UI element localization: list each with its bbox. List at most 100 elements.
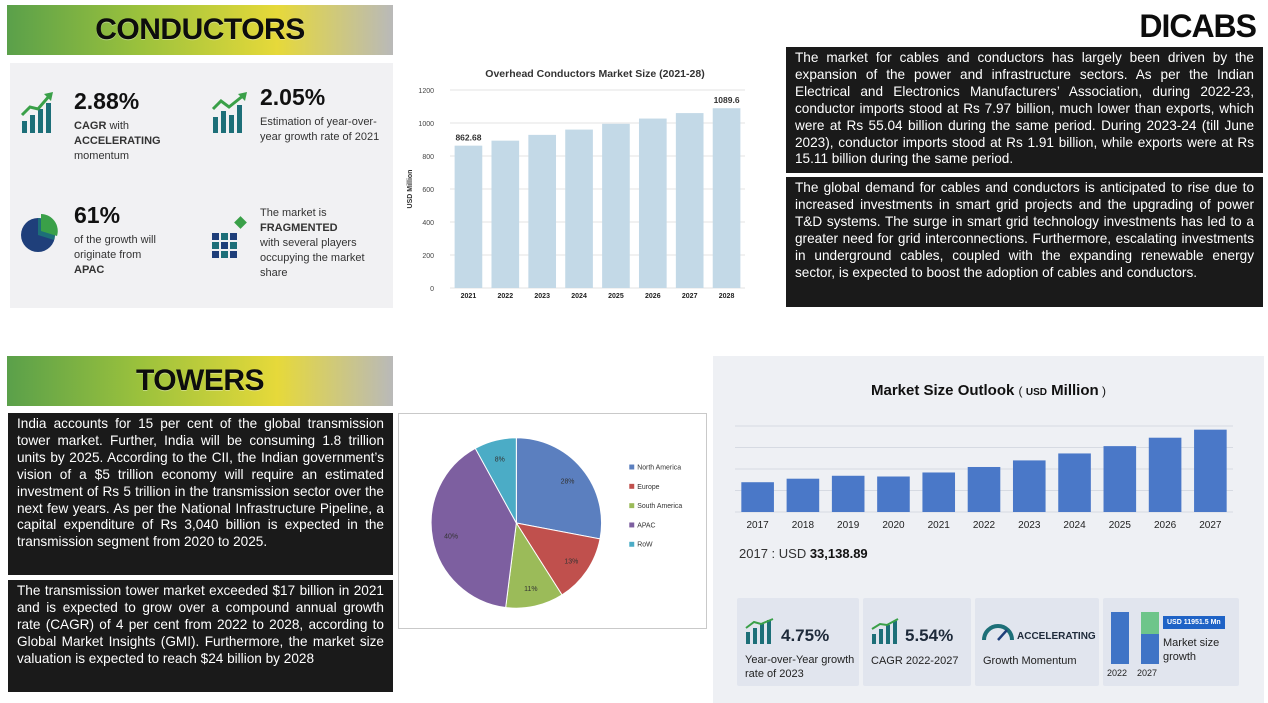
x-tick-label: 2022 <box>498 293 514 300</box>
bar <box>638 118 667 288</box>
growth-chart-icon <box>871 618 899 644</box>
legend-swatch <box>629 541 635 547</box>
bar <box>602 123 630 288</box>
mini-bar-2027-growth <box>1141 612 1159 634</box>
stat-cagr-text: CAGR with ACCELERATING momentum <box>74 120 161 162</box>
x-tick-label: 2025 <box>1109 520 1132 531</box>
stat-fragmented-text: The market is FRAGMENTED with several play… <box>260 207 365 279</box>
towers-paragraph-2: The transmission tower market exceeded $… <box>8 580 393 692</box>
y-tick-label: 400 <box>422 220 434 227</box>
towers-title: TOWERS <box>135 364 265 397</box>
card-cagr-value: 5.54% <box>905 626 954 645</box>
card-momentum-label: Growth Momentum <box>983 655 1077 667</box>
growth-badge: USD 11951.5 Mn <box>1163 616 1225 629</box>
conductors-stats-panel: 2.88% CAGR with ACCELERATING momentum 2.… <box>10 63 393 308</box>
pie-slice <box>474 437 517 524</box>
slice-label: 13% <box>564 558 578 565</box>
x-tick-label: 2023 <box>1018 520 1041 531</box>
card-market-growth: USD 11951.5 Mn 2022 2027 Market size gro… <box>1103 598 1239 686</box>
stat-fragmented <box>210 215 250 264</box>
x-tick-label: 2026 <box>1154 520 1177 531</box>
bar <box>922 472 956 512</box>
legend-label: RoW <box>637 542 653 549</box>
pie-slice <box>515 522 601 596</box>
card-cagr-label: CAGR 2022-2027 <box>871 655 959 667</box>
blocks-icon <box>212 216 247 258</box>
legend-label: North America <box>637 464 681 471</box>
legend-label: APAC <box>637 522 655 529</box>
x-tick-label: 2019 <box>837 520 860 531</box>
y-tick-label: 1200 <box>418 88 434 95</box>
x-tick-label: 2021 <box>928 520 951 531</box>
x-tick-label: 2020 <box>882 520 905 531</box>
data-label: 1089.6 <box>714 95 740 105</box>
bar <box>1194 429 1227 512</box>
x-tick-label: 2027 <box>1199 520 1222 531</box>
conductors-title: CONDUCTORS <box>95 13 305 46</box>
bar <box>741 482 774 512</box>
base-year-value: 2017 : USD 33,138.89 <box>739 546 868 561</box>
towers-paragraph-1: India accounts for 15 per cent of the gl… <box>8 413 393 575</box>
x-tick-label: 2021 <box>461 293 477 300</box>
y-tick-label: 600 <box>422 187 434 194</box>
x-tick-label: 2025 <box>608 293 624 300</box>
x-tick-label: 2018 <box>792 520 815 531</box>
x-tick-label: 2017 <box>747 520 770 531</box>
legend-label: South America <box>637 503 682 510</box>
tower-region-pie-chart: 28% 13% 11% 40% 8% North America Europe South A… <box>398 413 707 629</box>
slice-label: 8% <box>495 457 505 464</box>
chart-title: Overhead Conductors Market Size (2021-28… <box>485 68 704 80</box>
dicabs-logo: DICABS <box>1139 8 1257 44</box>
slice-label: 28% <box>561 479 575 486</box>
conductors-paragraph-2: The global demand for cables and conduct… <box>786 177 1263 307</box>
card-yoy: 4.75% Year-over-Year growth rate of 2023 <box>737 598 859 686</box>
mini-bar-2022 <box>1111 612 1129 664</box>
bar <box>565 129 593 288</box>
bar <box>1148 437 1182 512</box>
x-tick-label: 2024 <box>571 293 587 300</box>
stat-apac-text: of the growth will originate from APAC <box>74 234 156 276</box>
mini-bar-2027-base <box>1141 634 1159 664</box>
x-tick-label: 2024 <box>1063 520 1086 531</box>
growth-chart-icon <box>745 618 774 644</box>
legend-swatch <box>629 464 635 470</box>
legend-swatch <box>629 522 635 528</box>
x-tick-label: 2027 <box>682 293 698 300</box>
outlook-title: Market Size Outlook ( USD Million ) <box>870 382 1107 399</box>
stat-cagr <box>20 91 56 140</box>
growth-chart-icon <box>211 92 247 133</box>
x-tick-label: 2023 <box>534 293 550 300</box>
bar <box>1058 453 1091 512</box>
y-tick-label: 1000 <box>418 121 434 128</box>
slice-label: 11% <box>524 586 537 593</box>
x-tick-label: 2028 <box>719 293 735 300</box>
growth-chart-icon <box>20 92 53 133</box>
market-size-outlook-chart: 2017 2018 2019 2020 2021 2022 2023 2024 2025 2026… <box>735 425 1233 531</box>
market-size-outlook-panel: Market Size Outlook ( USD Million ) 2017… <box>713 356 1264 703</box>
bar <box>491 140 520 288</box>
legend-label: Europe <box>637 484 659 491</box>
bar <box>675 113 704 288</box>
y-tick-label: 0 <box>430 286 434 293</box>
stat-apac <box>20 213 58 260</box>
bar <box>877 476 910 512</box>
bar <box>712 108 741 288</box>
data-label: 862.68 <box>455 133 481 143</box>
stat-apac-value: 61% <box>74 202 121 228</box>
y-tick-label: 200 <box>422 253 434 260</box>
stat-cagr-value: 2.88% <box>74 88 140 114</box>
x-tick-label: 2022 <box>973 520 996 531</box>
pie-slice <box>515 437 603 540</box>
card-market-growth-label: Market size growth <box>1163 637 1220 663</box>
bar <box>528 134 557 288</box>
card-yoy-value: 4.75% <box>781 626 830 645</box>
card-momentum-value: ACCELERATING <box>1017 631 1096 642</box>
stat-yoy-text: Estimation of year-over-year growth rate… <box>260 116 380 143</box>
legend-swatch <box>629 483 635 489</box>
mini-year-2022: 2022 <box>1107 668 1128 678</box>
card-cagr: 5.54% CAGR 2022-2027 <box>863 598 971 686</box>
y-tick-label: 800 <box>422 154 434 161</box>
slice-label: 40% <box>444 533 458 540</box>
conductors-banner: CONDUCTORS <box>7 5 393 55</box>
towers-banner: TOWERS <box>7 356 393 406</box>
